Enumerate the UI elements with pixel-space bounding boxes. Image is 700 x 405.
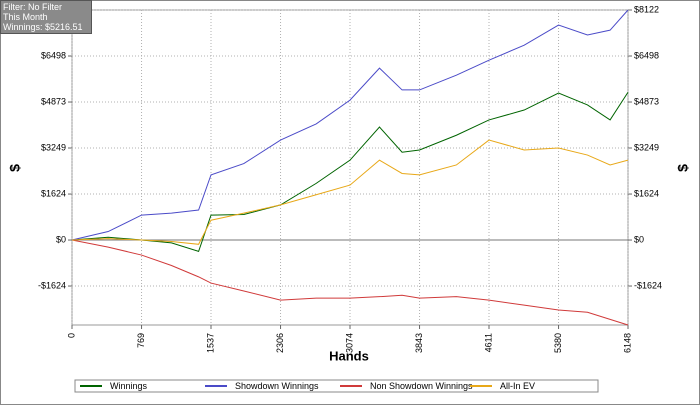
y-tick-label: $0 xyxy=(56,234,66,244)
filter-line: This Month xyxy=(3,12,48,22)
y-axis-label: $ xyxy=(7,164,23,172)
y2-tick-label: $4873 xyxy=(634,96,659,106)
legend-label: Winnings xyxy=(110,381,148,391)
x-axis-label: Hands xyxy=(329,348,369,363)
y2-tick-label: $3249 xyxy=(634,142,659,152)
y-tick-label: -$1624 xyxy=(38,280,66,290)
legend-label: All-In EV xyxy=(500,381,535,391)
x-tick-label: 1537 xyxy=(205,333,215,353)
x-tick-label: 6148 xyxy=(622,333,632,353)
y2-axis-label: $ xyxy=(675,164,691,172)
filter-box: Filter: No Filter This Month Winnings: $… xyxy=(0,0,92,34)
x-tick-label: 3074 xyxy=(344,333,354,353)
y2-tick-label: $8122 xyxy=(634,4,659,14)
y-tick-label: $6498 xyxy=(41,50,66,60)
y2-tick-label: $1624 xyxy=(634,188,659,198)
plot-area xyxy=(71,9,629,326)
y-tick-label: $3249 xyxy=(41,142,66,152)
y2-tick-label: -$1624 xyxy=(634,280,662,290)
series-line xyxy=(71,9,629,241)
legend-label: Showdown Winnings xyxy=(235,381,319,391)
y-tick-label: $1624 xyxy=(41,188,66,198)
filter-line: Winnings: $5216.51 xyxy=(3,22,83,32)
x-tick-label: 0 xyxy=(66,333,76,338)
x-tick-label: 3843 xyxy=(414,333,424,353)
legend xyxy=(74,379,599,393)
legend-label: Non Showdown Winnings xyxy=(370,381,473,391)
x-tick-label: 2306 xyxy=(275,333,285,353)
series-line xyxy=(71,92,629,252)
series-line xyxy=(71,139,629,245)
y-tick-label: $4873 xyxy=(41,96,66,106)
y2-tick-label: $0 xyxy=(634,234,644,244)
filter-line: Filter: No Filter xyxy=(3,2,63,12)
x-tick-label: 4611 xyxy=(483,333,493,352)
series-line xyxy=(71,239,629,326)
x-tick-label: 5380 xyxy=(553,333,563,353)
y2-tick-label: $6498 xyxy=(634,50,659,60)
x-tick-label: 769 xyxy=(136,333,146,348)
